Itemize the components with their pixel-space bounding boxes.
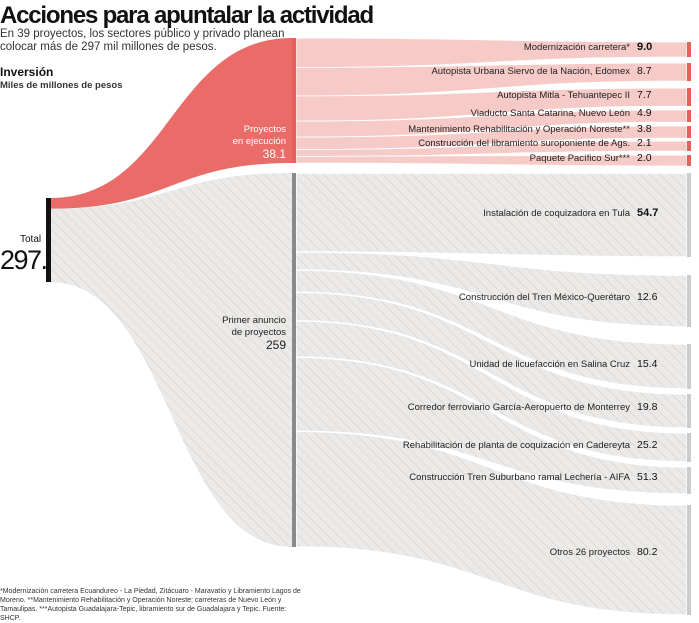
project-value: 7.7 (637, 89, 652, 101)
flow-modernizacion-carretera (295, 37, 688, 68)
project-value: 2.1 (637, 137, 652, 149)
labels-layer: Modernización carretera* 9.0 Autopista Urb… (222, 41, 658, 558)
project-label: Construcción del Tren México-Querétaro (459, 292, 630, 303)
project-value: 80.2 (637, 546, 658, 558)
group-value: 38.1 (263, 147, 287, 161)
project-label: Rehabilitación de planta de coquización … (403, 440, 631, 451)
group-label: Proyectos (244, 124, 286, 135)
project-label: Viaducto Santa Catarina, Nuevo León (471, 108, 630, 119)
project-value: 12.6 (637, 291, 658, 303)
project-value: 19.8 (637, 401, 658, 413)
bars-layer (46, 38, 691, 615)
bar-corredor-ferroviario-garcia-aeropuerto-de-monterrey (687, 394, 691, 428)
flow-total-to-primer-anuncio-de-proyectos (50, 173, 292, 547)
bar-unidad-de-licuefaccion-en-salina-cruz (687, 344, 691, 389)
project-value: 3.8 (637, 123, 652, 135)
project-value: 2.0 (637, 152, 652, 164)
flow-autopista-mitla-tehuantepec-ii (295, 87, 688, 122)
project-label: Corredor ferroviario García-Aeropuerto d… (408, 402, 631, 413)
bar-paquete-pacifico-sur (687, 155, 691, 166)
bar-construccion-del-tren-mexico-queretaro (687, 275, 691, 327)
bar-otros-26-proyectos (687, 505, 691, 615)
project-value: 4.9 (637, 107, 652, 119)
bar-primer-anuncio-de-proyectos (292, 173, 296, 547)
project-value: 25.2 (637, 439, 658, 451)
project-label: Mantenimiento Rehabilitación y Operación… (408, 124, 630, 135)
project-value: 8.7 (637, 65, 652, 77)
group-label: Primer anuncio (222, 315, 286, 326)
measure-label: Inversión (0, 65, 54, 79)
project-value: 54.7 (637, 207, 658, 219)
flow-unidad-de-licuefaccion-en-salina-cruz (295, 269, 688, 390)
project-label: Construcción Tren Suburbano ramal Lecher… (409, 472, 630, 483)
project-label: Otros 26 proyectos (550, 547, 631, 558)
bar-instalacion-de-coquizadora-en-tula (687, 173, 691, 257)
footnote: *Modernización carretera Ecuandureo - La… (0, 588, 301, 622)
project-value: 51.3 (637, 471, 658, 483)
bar-autopista-mitla-tehuantepec-ii (687, 88, 691, 106)
project-label: Autopista Urbana Siervo de la Nación, Ed… (431, 66, 630, 77)
flow-total-to-proyectos-en-ejecucion (50, 38, 292, 209)
group-value: 259 (266, 338, 286, 352)
bar-construccion-tren-suburbano-ramal-lecheria-aifa (687, 467, 691, 494)
project-label: Autopista Mitla - Tehuantepec II (497, 90, 630, 101)
bar-total (46, 198, 51, 282)
flow-construccion-del-tren-mexico-queretaro (295, 251, 688, 328)
bar-rehabilitacion-de-planta-de-coquizacion-en-cadereyta (687, 433, 691, 462)
project-label: Instalación de coquizadora en Tula (483, 208, 631, 219)
project-value: 9.0 (637, 41, 652, 53)
units-label: Miles de millones de pesos (0, 80, 123, 91)
bar-mantenimiento-rehabilitacion-y-operacion-noreste (687, 126, 691, 138)
chart-subtitle: En 39 proyectos, los sectores público y … (0, 28, 285, 53)
flow-autopista-urbana-siervo-de-la-nacion-edomex (295, 62, 688, 97)
chart-title: Acciones para apuntalar la actividad (0, 2, 374, 29)
bar-autopista-urbana-siervo-de-la-nacion-edomex (687, 63, 691, 81)
total-label: Total (20, 234, 42, 245)
project-label: Unidad de licuefacción en Salina Cruz (469, 359, 630, 370)
flows-layer (50, 37, 688, 616)
bar-modernizacion-carretera (687, 42, 691, 57)
bar-viaducto-santa-catarina-nuevo-leon (687, 110, 691, 122)
project-label: Paquete Pacífico Sur*** (530, 153, 631, 164)
bar-proyectos-en-ejecucion (292, 38, 296, 163)
group-label: de proyectos (232, 327, 287, 338)
project-label: Modernización carretera* (524, 42, 630, 53)
project-value: 15.4 (637, 358, 658, 370)
bar-construccion-del-libramiento-suroponiente-de-ags (687, 141, 691, 151)
project-label: Construcción del libramiento suroponient… (418, 138, 630, 149)
group-label: en ejecución (233, 136, 286, 147)
